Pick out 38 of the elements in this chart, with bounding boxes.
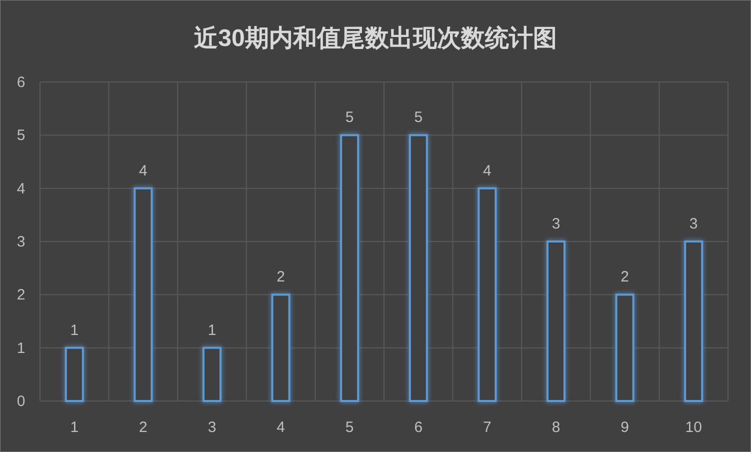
x-tick-label: 8 — [552, 419, 560, 436]
bar — [134, 187, 153, 402]
x-tick-label: 1 — [70, 419, 79, 436]
data-label: 2 — [276, 268, 285, 286]
bar — [615, 294, 634, 402]
x-tick-label: 3 — [208, 419, 216, 436]
y-tick-label: 4 — [16, 180, 26, 198]
y-tick-label: 5 — [16, 127, 26, 144]
y-tick-label: 2 — [16, 286, 26, 304]
data-label: 4 — [139, 162, 148, 180]
y-tick-label: 6 — [16, 74, 26, 91]
bar — [271, 294, 290, 402]
data-label: 3 — [552, 216, 560, 232]
bar — [64, 346, 84, 402]
y-tick-label: 0 — [16, 393, 26, 410]
bar — [340, 134, 360, 402]
chart-title: 近30期内和值尾数出现次数统计图 — [194, 25, 557, 52]
bar — [546, 240, 566, 402]
data-label: 2 — [620, 268, 629, 286]
bar — [684, 240, 704, 402]
bar — [202, 346, 222, 402]
data-label: 1 — [70, 322, 79, 339]
bar — [408, 134, 428, 402]
x-tick-label: 5 — [345, 419, 354, 436]
y-tick-label: 3 — [16, 234, 26, 250]
y-tick-label: 1 — [16, 340, 26, 357]
bar — [478, 187, 497, 402]
data-label: 5 — [345, 109, 354, 126]
x-tick-label: 6 — [414, 419, 423, 436]
x-tick-label: 7 — [483, 419, 492, 436]
data-label: 3 — [689, 216, 698, 232]
x-tick-label: 10 — [685, 419, 702, 436]
data-label: 1 — [208, 322, 216, 339]
x-tick-label: 2 — [139, 419, 148, 436]
x-tick-label: 9 — [620, 419, 629, 436]
data-label: 5 — [414, 109, 423, 126]
x-tick-label: 4 — [276, 419, 285, 436]
data-label: 4 — [483, 162, 492, 180]
